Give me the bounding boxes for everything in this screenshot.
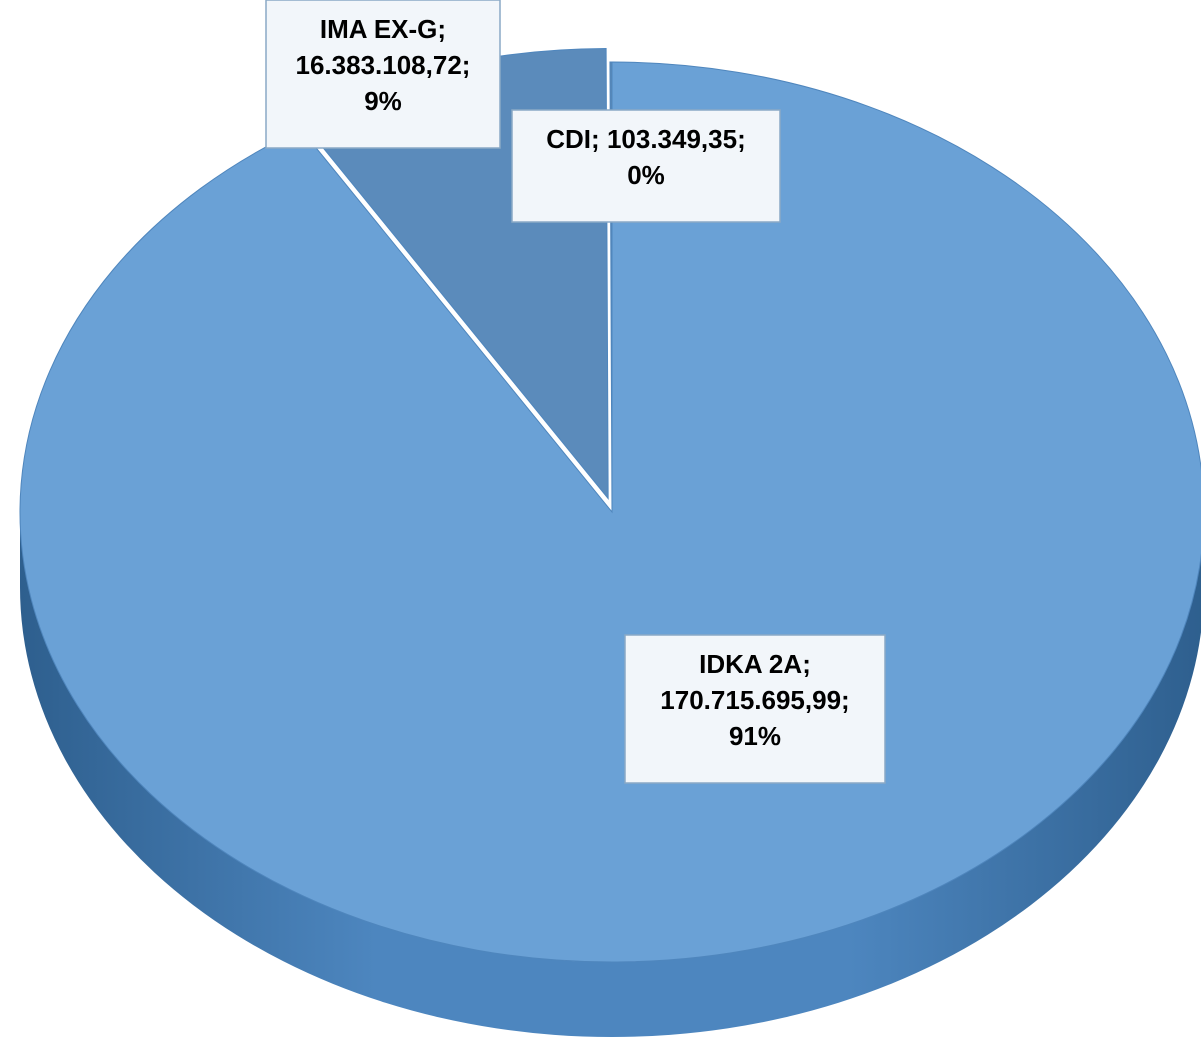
separator: ; <box>591 124 600 154</box>
label-part: 9% <box>364 86 402 116</box>
data-label: 170.715.695,99; <box>660 685 849 715</box>
data-label: 9% <box>364 86 402 116</box>
data-label: 0% <box>627 160 665 190</box>
label-part: 103.349,35 <box>607 124 737 154</box>
labels: IDKA 2A;170.715.695,99;91%IMA EX-G;16.38… <box>265 0 886 784</box>
data-label: 91% <box>729 721 781 751</box>
label-part: 16.383.108,72 <box>296 50 462 80</box>
data-label-box <box>511 109 781 223</box>
label-part: 0% <box>627 160 665 190</box>
separator: ; <box>737 124 746 154</box>
data-label: CDI; 103.349,35; <box>546 124 746 154</box>
pie-side <box>20 512 1201 1037</box>
label-part: 91% <box>729 721 781 751</box>
label-part: CDI <box>546 124 591 154</box>
data-label: IMA EX-G; <box>320 14 446 44</box>
label-part: IMA EX-G <box>320 14 437 44</box>
separator: ; <box>802 649 811 679</box>
separator: ; <box>462 50 471 80</box>
label-part: IDKA 2A <box>699 649 802 679</box>
data-label-box <box>624 634 886 784</box>
data-label: 16.383.108,72; <box>296 50 471 80</box>
data-label: IDKA 2A; <box>699 649 811 679</box>
pie-slice <box>19 61 1201 963</box>
label-part: 170.715.695,99 <box>660 685 841 715</box>
data-label-box <box>265 0 501 149</box>
separator: ; <box>841 685 850 715</box>
separator: ; <box>437 14 446 44</box>
